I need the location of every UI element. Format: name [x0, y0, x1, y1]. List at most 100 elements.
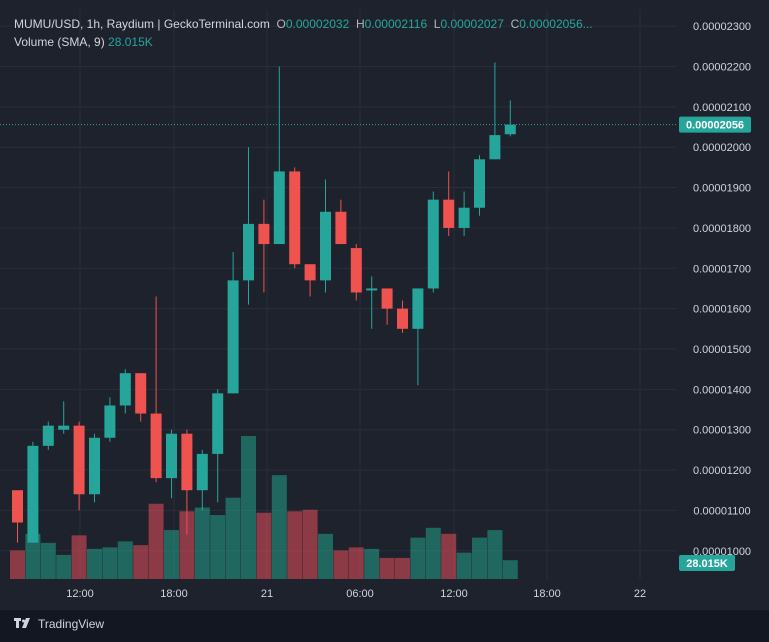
volume-bar: [379, 557, 395, 579]
candle-body: [504, 124, 516, 135]
time-tick-label: 22: [634, 588, 646, 600]
volume-title: Volume (SMA, 9): [14, 35, 105, 49]
volume-bar: [225, 497, 241, 579]
last-price-label: 0.00002056: [686, 120, 744, 132]
time-axis[interactable]: 12:00 18:00 21 06:00 12:00 18:00 22: [66, 588, 646, 600]
candle[interactable]: [335, 199, 347, 245]
volume-legend-value: 28.015K: [108, 35, 153, 49]
volume-bar: [256, 512, 272, 579]
candle[interactable]: [166, 429, 177, 499]
candle[interactable]: [397, 300, 408, 333]
open-value: 0.00002032: [285, 17, 350, 31]
candle[interactable]: [227, 252, 239, 394]
volume-bar: [117, 541, 133, 579]
candle[interactable]: [12, 490, 23, 543]
volume-bar: [40, 542, 56, 579]
volume-value-label: 28.015K: [686, 558, 728, 570]
candle-body: [335, 211, 347, 245]
candle[interactable]: [350, 244, 362, 301]
candle[interactable]: [42, 421, 54, 450]
candle[interactable]: [273, 66, 285, 245]
candle[interactable]: [135, 373, 147, 422]
candle[interactable]: [212, 389, 224, 503]
close-value: 0.00002056...: [519, 17, 593, 31]
volume-bar: [194, 507, 210, 579]
candle[interactable]: [243, 147, 254, 305]
candle[interactable]: [89, 433, 100, 503]
volume-bar: [25, 533, 41, 579]
candle[interactable]: [474, 155, 485, 216]
volume-value-tag: 28.015K: [679, 555, 735, 571]
price-axis[interactable]: 0.00001000 0.00001100 0.00001200 0.00001300…: [693, 21, 751, 558]
candle-body: [489, 135, 501, 160]
price-tick-label: 0.00001600: [693, 304, 751, 316]
candle[interactable]: [104, 397, 116, 442]
price-tick-label: 0.00001000: [693, 546, 751, 558]
volume-bar: [133, 545, 149, 579]
volume-bar: [318, 533, 333, 579]
candle-body: [350, 248, 362, 293]
candlesticks[interactable]: [12, 62, 516, 543]
candle-body: [258, 223, 270, 245]
volume-bar: [502, 560, 518, 579]
candle[interactable]: [27, 441, 39, 543]
candle[interactable]: [150, 296, 162, 483]
candle[interactable]: [458, 191, 470, 236]
chart-grid: [0, 10, 676, 579]
volume-bar: [87, 548, 102, 579]
volume-bar: [302, 509, 318, 579]
price-tick-label: 0.00001800: [693, 223, 751, 235]
candle[interactable]: [73, 421, 85, 511]
candle-body: [243, 223, 254, 281]
ohlc-legend: MUMU/USD, 1h, Raydium | GeckoTerminal.co…: [14, 17, 593, 31]
candle[interactable]: [181, 429, 193, 535]
last-price-tag: 0.00002056: [679, 116, 751, 133]
price-tick-label: 0.00001700: [693, 263, 751, 275]
candle-body: [181, 433, 193, 491]
volume-bar: [348, 547, 364, 579]
candle-body: [27, 445, 39, 543]
candle[interactable]: [412, 288, 424, 386]
candle-body: [212, 393, 224, 454]
candle[interactable]: [381, 288, 393, 325]
candle-body: [443, 199, 455, 228]
candle-body: [58, 425, 70, 430]
time-tick-label: 06:00: [346, 588, 374, 600]
candle[interactable]: [196, 449, 208, 511]
candle[interactable]: [289, 167, 301, 269]
candle[interactable]: [58, 401, 70, 434]
candle-body: [381, 288, 393, 309]
candle[interactable]: [443, 171, 455, 236]
candle[interactable]: [504, 100, 516, 137]
candle-body: [166, 433, 177, 479]
volume-legend: Volume (SMA, 9) 28.015K: [14, 35, 153, 49]
low-label: L: [433, 17, 441, 31]
candle[interactable]: [366, 276, 378, 329]
candle-body: [320, 211, 331, 281]
candle[interactable]: [304, 264, 316, 297]
candle-body: [304, 264, 316, 281]
candle-body: [366, 288, 378, 291]
tradingview-logo[interactable]: TradingView: [14, 617, 104, 631]
low-value: 0.00002027: [440, 17, 504, 31]
candle-body: [12, 490, 23, 523]
candle[interactable]: [427, 191, 439, 293]
volume-bars: [10, 436, 518, 579]
candle-body: [412, 288, 424, 329]
price-tick-label: 0.00002200: [693, 61, 751, 73]
high-label: H: [355, 17, 365, 31]
price-tick-label: 0.00001900: [693, 183, 751, 195]
price-tick-label: 0.00001100: [693, 505, 750, 517]
candle[interactable]: [489, 62, 501, 160]
candle[interactable]: [258, 199, 270, 293]
candle[interactable]: [119, 369, 131, 414]
volume-bar: [148, 503, 164, 579]
volume-bar: [10, 550, 25, 579]
volume-bar: [487, 530, 503, 579]
candle-body: [458, 207, 470, 228]
volume-bar: [102, 547, 118, 579]
candle[interactable]: [320, 179, 331, 293]
volume-bar: [56, 554, 72, 579]
price-tick-label: 0.00002100: [693, 102, 751, 114]
